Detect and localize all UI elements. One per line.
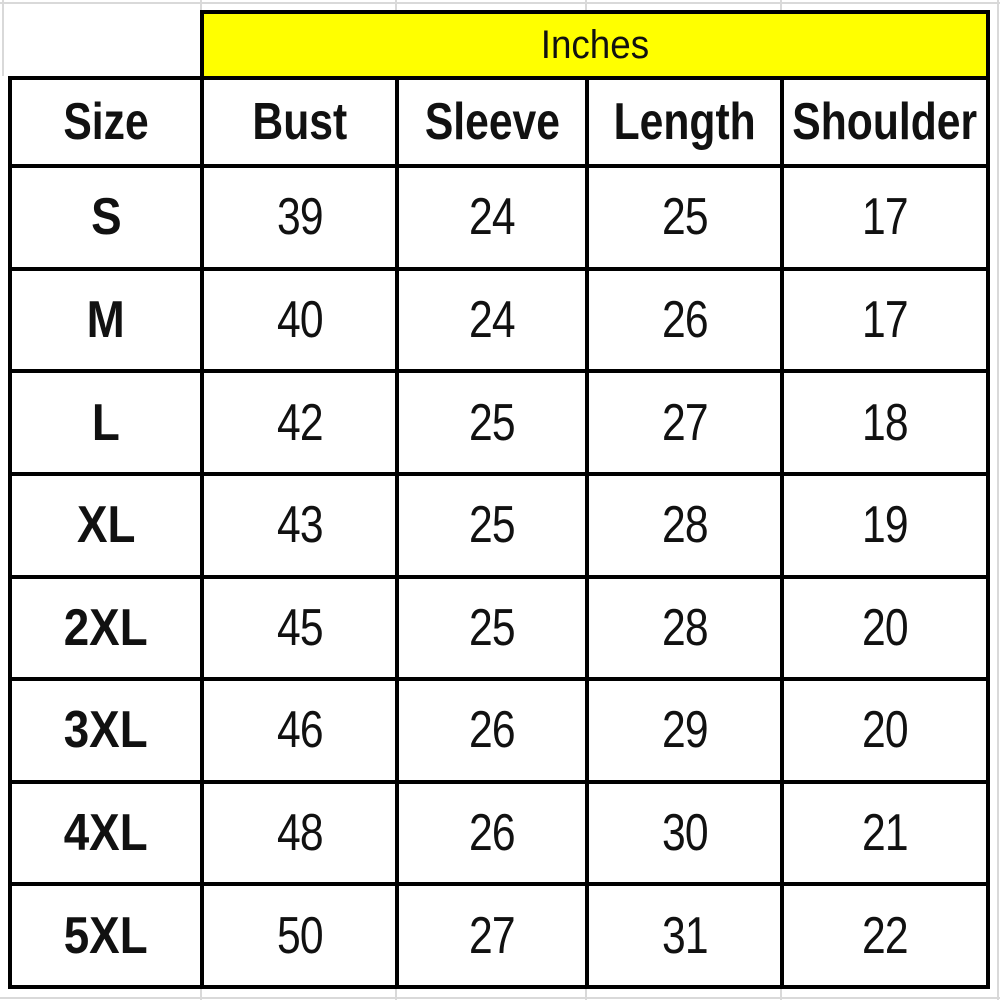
bust-value: 43 [204, 475, 395, 575]
gridline [2, 0, 4, 76]
size-label: 5XL [12, 886, 200, 985]
shoulder-value: 17 [784, 270, 986, 370]
column-header-shoulder: Shoulder [784, 80, 986, 164]
shoulder-value: 20 [784, 681, 986, 780]
shoulder-value: 22 [784, 886, 986, 985]
length-value: 28 [589, 578, 780, 678]
sleeve-value: 24 [399, 270, 585, 370]
sleeve-value: 25 [399, 373, 585, 472]
inches-banner: Inches [200, 10, 990, 80]
gridline [585, 0, 587, 10]
bust-value: 46 [204, 681, 395, 780]
gridline [200, 989, 202, 1000]
bust-value: 40 [204, 270, 395, 370]
size-label: 2XL [12, 578, 200, 678]
shoulder-value: 17 [784, 168, 986, 267]
shoulder-value: 21 [784, 783, 986, 883]
size-label: S [12, 168, 200, 267]
size-label: L [12, 373, 200, 472]
gridline [0, 2, 1000, 4]
size-label: M [12, 270, 200, 370]
shoulder-value: 20 [784, 578, 986, 678]
bust-value: 50 [204, 886, 395, 985]
length-value: 25 [589, 168, 780, 267]
column-header-size: Size [12, 80, 200, 164]
length-value: 31 [589, 886, 780, 985]
size-label: XL [12, 475, 200, 575]
length-value: 29 [589, 681, 780, 780]
bust-value: 42 [204, 373, 395, 472]
gridline [780, 989, 782, 1000]
bust-value: 45 [204, 578, 395, 678]
gridline [395, 989, 397, 1000]
gridline [997, 0, 999, 1000]
gridline [585, 989, 587, 1000]
column-header-bust: Bust [204, 80, 395, 164]
sleeve-value: 25 [399, 578, 585, 678]
sleeve-value: 25 [399, 475, 585, 575]
length-value: 30 [589, 783, 780, 883]
shoulder-value: 18 [784, 373, 986, 472]
gridline [780, 0, 782, 10]
shoulder-value: 19 [784, 475, 986, 575]
gridline [200, 0, 202, 10]
length-value: 28 [589, 475, 780, 575]
sleeve-value: 26 [399, 783, 585, 883]
length-value: 26 [589, 270, 780, 370]
gridline [395, 0, 397, 10]
inches-banner-label: Inches [540, 22, 650, 67]
gridline [0, 997, 1000, 999]
size-chart-table: Size Bust Sleeve Length Shoulder S 39 24… [8, 76, 990, 989]
column-header-sleeve: Sleeve [399, 80, 585, 164]
column-header-length: Length [589, 80, 780, 164]
sleeve-value: 27 [399, 886, 585, 985]
sleeve-value: 24 [399, 168, 585, 267]
size-label: 4XL [12, 783, 200, 883]
size-label: 3XL [12, 681, 200, 780]
bust-value: 48 [204, 783, 395, 883]
sleeve-value: 26 [399, 681, 585, 780]
length-value: 27 [589, 373, 780, 472]
bust-value: 39 [204, 168, 395, 267]
